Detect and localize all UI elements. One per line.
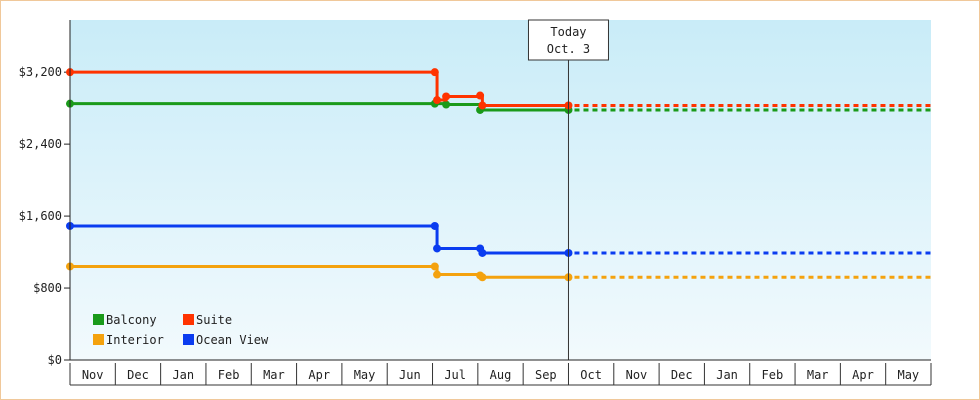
today-date: Oct. 3 [547, 42, 590, 56]
y-tick-label: $800 [33, 281, 62, 295]
legend-swatch [93, 334, 104, 345]
legend-label: Interior [106, 333, 164, 347]
series-layer [66, 68, 931, 282]
series-point[interactable] [430, 262, 439, 271]
y-tick-label: $0 [48, 353, 62, 367]
series-point[interactable] [478, 273, 487, 282]
y-tick-label: $3,200 [19, 65, 62, 79]
legend-swatch [183, 314, 194, 325]
month-label: May [354, 368, 376, 382]
y-tick-label: $1,600 [19, 209, 62, 223]
series-point[interactable] [433, 270, 442, 279]
month-label: Aug [490, 368, 512, 382]
series-point[interactable] [433, 96, 442, 105]
legend: Balcony Suite Interior Ocean View [93, 313, 269, 347]
legend-label: Balcony [106, 313, 157, 327]
today-marker: Today Oct. 3 [527, 19, 609, 360]
month-label: Nov [82, 368, 104, 382]
month-label: May [897, 368, 919, 382]
series-point[interactable] [476, 91, 485, 100]
y-tick-label: $2,400 [19, 137, 62, 151]
series-point[interactable] [478, 101, 487, 110]
month-label: Sep [535, 368, 557, 382]
x-axis: Nov Dec Jan Feb Mar Apr May Jun Jul Aug Sep Oct Nov D… [69, 363, 932, 386]
legend-swatch [183, 334, 194, 345]
series-point[interactable] [430, 221, 439, 230]
series-point[interactable] [442, 92, 451, 101]
month-label: Apr [852, 368, 874, 382]
month-label: Mar [807, 368, 829, 382]
month-label: Jun [399, 368, 421, 382]
month-label: Mar [263, 368, 285, 382]
month-label: Oct [580, 368, 602, 382]
month-label: Jan [172, 368, 194, 382]
month-label: Dec [127, 368, 149, 382]
month-label: Feb [762, 368, 784, 382]
month-label: Apr [308, 368, 330, 382]
today-box [527, 19, 609, 61]
y-axis-ticks: $0 $800 $1,600 $2,400 $3,200 [19, 65, 70, 367]
month-label: Jul [444, 368, 466, 382]
series-point[interactable] [478, 248, 487, 257]
plot-area [70, 20, 931, 360]
today-label: Today [550, 25, 586, 39]
month-label: Feb [218, 368, 240, 382]
legend-swatch [93, 314, 104, 325]
series-point[interactable] [433, 244, 442, 253]
legend-label: Suite [196, 313, 232, 327]
series-point[interactable] [442, 100, 451, 109]
month-label: Dec [671, 368, 693, 382]
legend-label: Ocean View [196, 333, 269, 347]
month-label: Jan [716, 368, 738, 382]
month-label: Nov [626, 368, 648, 382]
series-point[interactable] [430, 68, 439, 77]
